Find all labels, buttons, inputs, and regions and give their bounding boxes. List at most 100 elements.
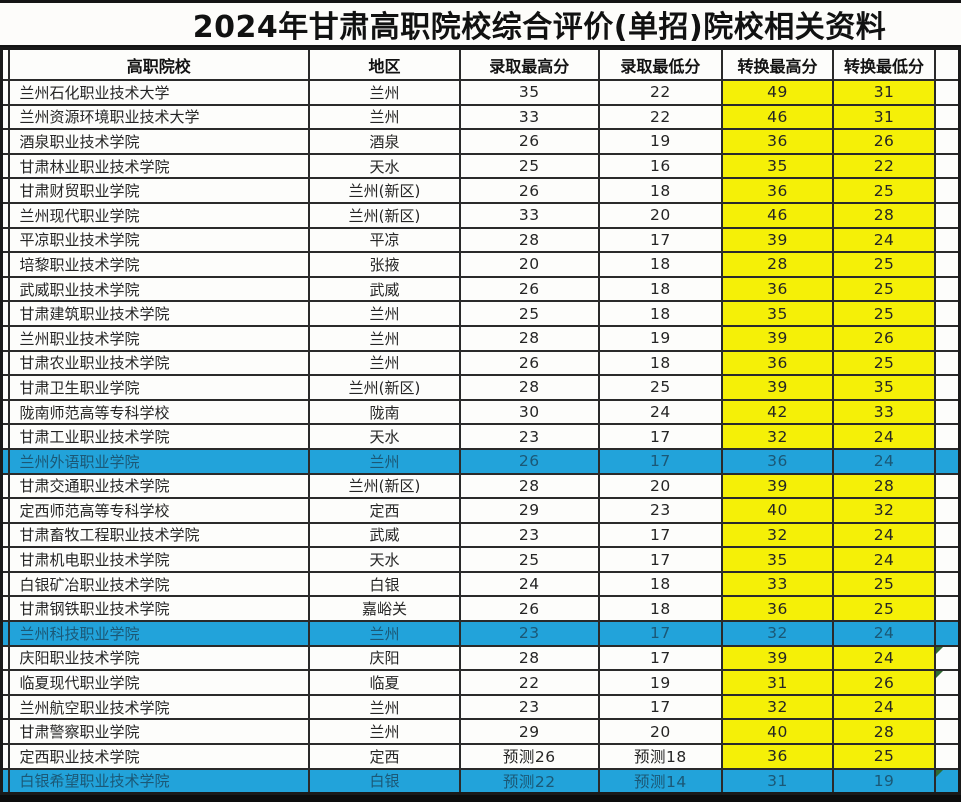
right-sliver-cell	[934, 447, 961, 475]
conv-max-score-cell: 28	[721, 251, 834, 278]
header-right-sliver	[934, 47, 961, 81]
adm-min-score-cell: 预测18	[597, 743, 724, 770]
adm-max-score-cell: 25	[458, 546, 600, 573]
conv-min-score-cell: 19	[831, 767, 937, 795]
left-sliver-cell	[0, 349, 10, 377]
conv-max-score-cell: 35	[721, 300, 834, 327]
table-row: 平凉职业技术学院 平凉 28 17 39 24	[0, 226, 961, 254]
region-cell: 酒泉	[308, 128, 461, 155]
conv-min-score-cell: 24	[831, 226, 937, 254]
conv-max-score-cell: 49	[721, 79, 834, 106]
table-row: 酒泉职业技术学院 酒泉 26 19 36 26	[0, 128, 961, 155]
table-row: 兰州资源环境职业技术大学 兰州 33 22 46 31	[0, 103, 961, 131]
adm-max-score-cell: 28	[458, 644, 600, 672]
adm-min-score-cell: 16	[597, 152, 724, 180]
region-cell: 兰州	[308, 447, 461, 475]
adm-max-score-cell: 33	[458, 201, 600, 229]
conv-min-score-cell: 24	[831, 620, 937, 647]
left-sliver-cell	[0, 718, 10, 746]
conv-min-score-cell: 31	[831, 79, 937, 106]
adm-min-score-cell: 24	[597, 398, 724, 426]
adm-min-score-cell: 20	[597, 472, 724, 500]
adm-min-score-cell: 18	[597, 595, 724, 623]
conv-max-score-cell: 33	[721, 570, 834, 598]
region-cell: 武威	[308, 521, 461, 549]
right-sliver-cell	[934, 349, 961, 377]
left-sliver-cell	[0, 743, 10, 770]
adm-min-score-cell: 17	[597, 620, 724, 647]
table-row: 甘肃卫生职业学院 兰州(新区) 28 25 39 35	[0, 374, 961, 401]
left-sliver-cell	[0, 423, 10, 450]
adm-min-score-cell: 19	[597, 324, 724, 352]
school-name-cell: 临夏现代职业学院	[7, 669, 311, 696]
conv-min-score-cell: 25	[831, 177, 937, 204]
left-sliver-cell	[0, 152, 10, 180]
school-name-cell: 兰州现代职业学院	[7, 201, 311, 229]
right-sliver-cell	[934, 226, 961, 254]
adm-max-score-cell: 22	[458, 669, 600, 696]
conv-max-score-cell: 39	[721, 374, 834, 401]
region-cell: 兰州	[308, 79, 461, 106]
adm-min-score-cell: 19	[597, 128, 724, 155]
left-sliver-cell	[0, 226, 10, 254]
region-cell: 兰州(新区)	[308, 177, 461, 204]
school-name-cell: 兰州外语职业学院	[7, 447, 311, 475]
adm-max-score-cell: 28	[458, 226, 600, 254]
adm-min-score-cell: 22	[597, 79, 724, 106]
adm-min-score-cell: 17	[597, 423, 724, 450]
conv-min-score-cell: 25	[831, 570, 937, 598]
right-sliver-cell	[934, 472, 961, 500]
school-name-cell: 甘肃建筑职业技术学院	[7, 300, 311, 327]
table-row: 白银矿冶职业技术学院 白银 24 18 33 25	[0, 570, 961, 598]
table-row: 甘肃交通职业技术学院 兰州(新区) 28 20 39 28	[0, 472, 961, 500]
adm-max-score-cell: 23	[458, 423, 600, 450]
left-sliver-cell	[0, 447, 10, 475]
right-sliver-cell	[934, 324, 961, 352]
right-sliver-cell	[934, 595, 961, 623]
table-row: 甘肃建筑职业技术学院 兰州 25 18 35 25	[0, 300, 961, 327]
column-header-conv-max: 转换最高分	[721, 47, 834, 81]
table-row: 定西师范高等专科学校 定西 29 23 40 32	[0, 497, 961, 524]
table-row: 白银希望职业技术学院 白银 预测22 预测14 31 19	[0, 767, 961, 795]
right-sliver-cell	[934, 743, 961, 770]
region-cell: 兰州(新区)	[308, 374, 461, 401]
conv-max-score-cell: 32	[721, 620, 834, 647]
adm-min-score-cell: 17	[597, 226, 724, 254]
conv-min-score-cell: 28	[831, 718, 937, 746]
adm-max-score-cell: 25	[458, 300, 600, 327]
left-sliver-cell	[0, 275, 10, 303]
school-name-cell: 兰州航空职业技术学院	[7, 693, 311, 721]
conv-max-score-cell: 36	[721, 595, 834, 623]
adm-max-score-cell: 29	[458, 718, 600, 746]
conv-max-score-cell: 35	[721, 546, 834, 573]
adm-max-score-cell: 28	[458, 374, 600, 401]
conv-min-score-cell: 26	[831, 128, 937, 155]
adm-max-score-cell: 26	[458, 447, 600, 475]
right-sliver-cell	[934, 275, 961, 303]
region-cell: 庆阳	[308, 644, 461, 672]
table-row: 兰州现代职业学院 兰州(新区) 33 20 46 28	[0, 201, 961, 229]
table-row: 甘肃钢铁职业技术学院 嘉峪关 26 18 36 25	[0, 595, 961, 623]
conv-min-score-cell: 25	[831, 595, 937, 623]
left-sliver-cell	[0, 644, 10, 672]
table-row: 兰州石化职业技术大学 兰州 35 22 49 31	[0, 79, 961, 106]
left-sliver-cell	[0, 767, 10, 795]
region-cell: 兰州	[308, 300, 461, 327]
adm-max-score-cell: 预测26	[458, 743, 600, 770]
school-name-cell: 甘肃财贸职业学院	[7, 177, 311, 204]
right-sliver-cell	[934, 374, 961, 401]
conv-max-score-cell: 46	[721, 201, 834, 229]
right-sliver-cell	[934, 103, 961, 131]
conv-max-score-cell: 40	[721, 718, 834, 746]
school-name-cell: 兰州资源环境职业技术大学	[7, 103, 311, 131]
region-cell: 兰州	[308, 620, 461, 647]
adm-min-score-cell: 20	[597, 201, 724, 229]
adm-min-score-cell: 17	[597, 521, 724, 549]
left-sliver-cell	[0, 472, 10, 500]
region-cell: 定西	[308, 743, 461, 770]
conv-max-score-cell: 35	[721, 152, 834, 180]
region-cell: 天水	[308, 546, 461, 573]
conv-max-score-cell: 39	[721, 644, 834, 672]
conv-max-score-cell: 36	[721, 177, 834, 204]
school-name-cell: 甘肃工业职业技术学院	[7, 423, 311, 450]
